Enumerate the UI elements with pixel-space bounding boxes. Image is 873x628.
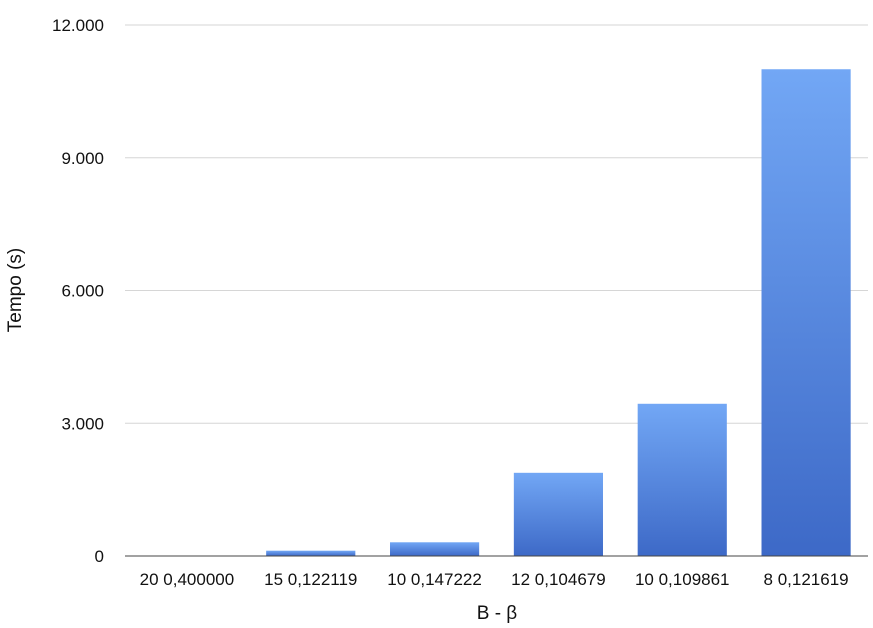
bar — [637, 403, 727, 556]
y-tick-label: 6.000 — [61, 282, 104, 301]
x-axis-title: B - β — [477, 603, 518, 624]
y-tick-label: 0 — [95, 547, 104, 566]
x-tick-label: 10 0,147222 — [387, 570, 482, 589]
bar — [390, 542, 480, 556]
y-axis-ticks: 0 3.000 6.000 9.000 12.000 — [52, 16, 104, 566]
bar — [761, 69, 851, 556]
gridlines — [125, 24, 868, 424]
x-tick-label: 20 0,400000 — [140, 570, 235, 589]
y-tick-label: 12.000 — [52, 16, 104, 35]
x-tick-label: 12 0,104679 — [511, 570, 606, 589]
bar — [266, 550, 356, 556]
bar — [513, 472, 603, 556]
x-tick-label: 10 0,109861 — [635, 570, 730, 589]
y-tick-label: 3.000 — [61, 414, 104, 433]
y-axis-title: Tempo (s) — [5, 248, 26, 332]
x-axis-ticks: 20 0,400000 15 0,122119 10 0,147222 12 0,10… — [140, 570, 849, 589]
bars — [142, 69, 851, 556]
y-tick-label: 9.000 — [61, 149, 104, 168]
x-tick-label: 15 0,122119 — [264, 570, 357, 589]
x-tick-label: 8 0,121619 — [764, 570, 849, 589]
